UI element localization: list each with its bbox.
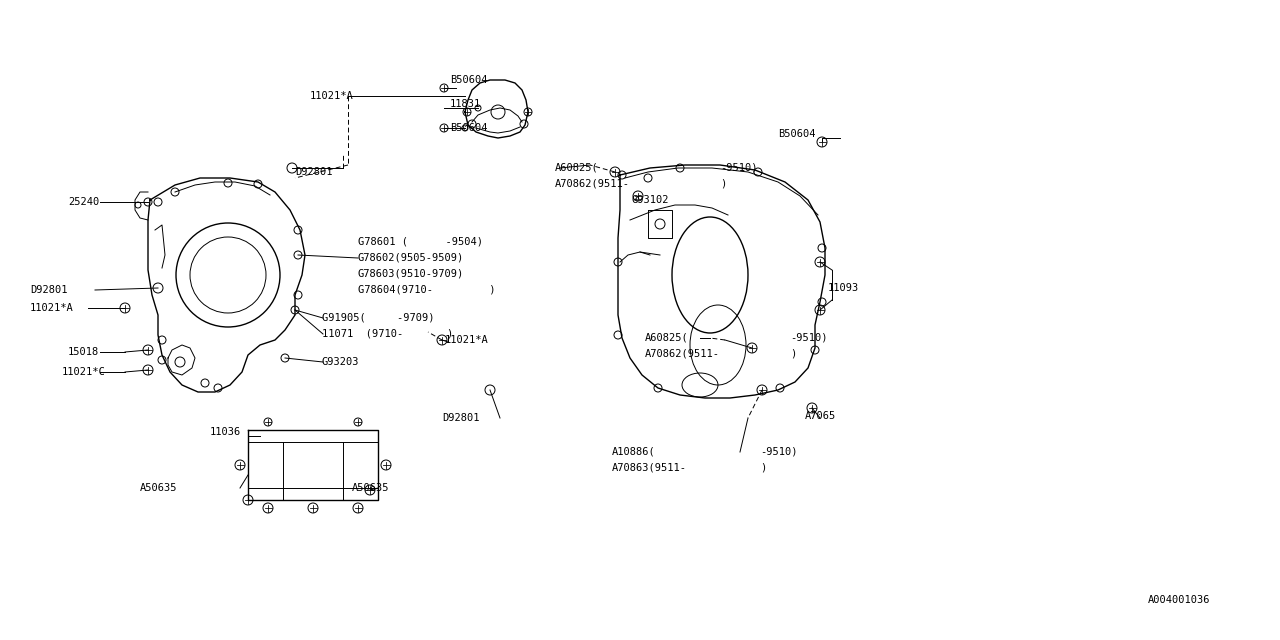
Text: A70863(9511-: A70863(9511- <box>612 463 687 473</box>
Text: G78601 (      -9504): G78601 ( -9504) <box>358 237 483 247</box>
Text: 11021*A: 11021*A <box>445 335 489 345</box>
Text: 11021*C: 11021*C <box>61 367 106 377</box>
Text: 15018: 15018 <box>68 347 100 357</box>
Text: 11093: 11093 <box>828 283 859 293</box>
Text: A50635: A50635 <box>140 483 178 493</box>
Text: A004001036: A004001036 <box>1148 595 1211 605</box>
Text: G93102: G93102 <box>632 195 669 205</box>
Text: G91905(     -9709): G91905( -9709) <box>323 313 434 323</box>
Text: ): ) <box>760 463 767 473</box>
Text: G93203: G93203 <box>323 357 360 367</box>
Text: A50635: A50635 <box>352 483 389 493</box>
Text: 25240: 25240 <box>68 197 100 207</box>
Text: -9510): -9510) <box>790 333 827 343</box>
Text: D92801: D92801 <box>442 413 480 423</box>
Text: B50604: B50604 <box>451 123 488 133</box>
Text: G78602(9505-9509): G78602(9505-9509) <box>358 253 465 263</box>
Text: ): ) <box>719 179 726 189</box>
Text: G78604(9710-         ): G78604(9710- ) <box>358 285 495 295</box>
Text: B50604: B50604 <box>451 75 488 85</box>
Text: B50604: B50604 <box>778 129 815 139</box>
Text: -9510): -9510) <box>719 163 758 173</box>
Text: A70862(9511-: A70862(9511- <box>556 179 630 189</box>
Text: -9510): -9510) <box>760 447 797 457</box>
Text: D92801: D92801 <box>29 285 68 295</box>
Text: A60825(: A60825( <box>556 163 599 173</box>
Text: A60825(: A60825( <box>645 333 689 343</box>
Text: ): ) <box>790 349 796 359</box>
Text: A70862(9511-: A70862(9511- <box>645 349 719 359</box>
Text: D92801: D92801 <box>294 167 333 177</box>
Text: A7065: A7065 <box>805 411 836 421</box>
Text: 11071  (9710-       ): 11071 (9710- ) <box>323 329 453 339</box>
Text: 11036: 11036 <box>210 427 241 437</box>
Text: 11021*A: 11021*A <box>29 303 74 313</box>
Text: 11021*A: 11021*A <box>310 91 353 101</box>
Text: G78603(9510-9709): G78603(9510-9709) <box>358 269 465 279</box>
Text: A10886(: A10886( <box>612 447 655 457</box>
Text: 11831: 11831 <box>451 99 481 109</box>
